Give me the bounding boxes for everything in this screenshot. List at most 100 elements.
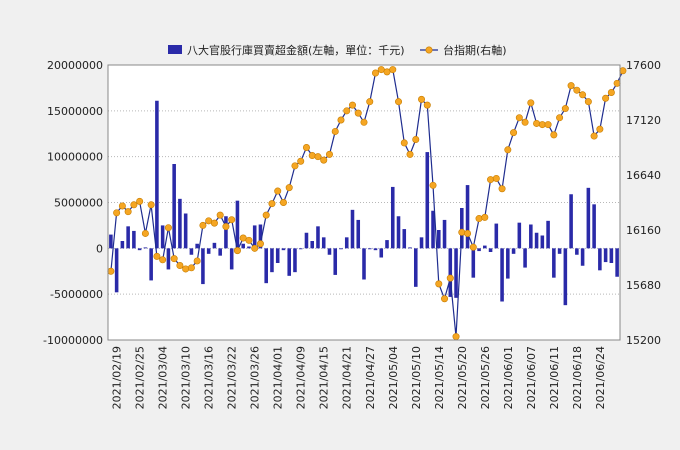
bar	[615, 248, 619, 277]
x-tick-label: 2021/04/09	[295, 346, 308, 409]
bar	[344, 237, 349, 249]
bar	[523, 248, 527, 268]
index-point	[187, 264, 195, 272]
bar	[437, 230, 441, 249]
legend-line-marker	[425, 46, 433, 54]
right-tick-label: 15680	[626, 279, 661, 292]
index-point	[297, 157, 305, 165]
index-point	[251, 244, 259, 252]
bar	[454, 248, 458, 298]
index-point	[521, 118, 529, 126]
left-tick-label: 5000000	[54, 197, 103, 210]
bar	[218, 248, 222, 256]
x-tick-label: 2021/02/25	[134, 346, 147, 409]
index-point	[354, 109, 362, 117]
x-tick-label: 2021/06/11	[548, 346, 561, 409]
bar	[488, 248, 493, 252]
bar	[379, 248, 384, 258]
bar	[569, 194, 573, 249]
index-point	[164, 224, 172, 232]
index-point	[487, 176, 495, 184]
bar	[356, 219, 361, 249]
index-point	[584, 98, 592, 106]
index-point	[446, 274, 454, 282]
bar	[143, 247, 148, 249]
bar	[172, 164, 176, 249]
legend: 八大官股行庫買賣超金額(左軸，單位：千元) 台指期(右軸)	[168, 43, 507, 57]
bar	[477, 248, 481, 252]
index-point	[331, 127, 339, 135]
index-point	[492, 174, 500, 182]
index-point	[590, 132, 598, 140]
left-tick-label: 10000000	[47, 151, 103, 164]
legend-line-label: 台指期(右軸)	[443, 43, 507, 57]
bar	[511, 248, 516, 254]
bar	[339, 248, 343, 250]
bar	[431, 210, 435, 249]
bar	[206, 248, 211, 254]
right-tick-label: 16160	[626, 224, 661, 237]
bar	[281, 248, 286, 251]
bar	[155, 100, 159, 249]
x-tick-label: 2021/03/10	[180, 346, 193, 409]
bar	[603, 248, 608, 263]
bar	[517, 222, 522, 249]
index-point	[538, 121, 546, 129]
x-tick-label: 2021/05/20	[456, 346, 469, 409]
index-point	[337, 116, 345, 124]
bar	[120, 241, 125, 249]
index-point	[423, 101, 431, 109]
index-point	[550, 131, 558, 139]
bar	[592, 204, 596, 249]
bar	[506, 248, 510, 279]
bar	[183, 213, 188, 249]
bar	[310, 241, 315, 249]
index-point	[377, 66, 385, 74]
x-tick-label: 2021/03/22	[226, 346, 239, 409]
index-point	[210, 219, 218, 227]
bar	[201, 248, 205, 285]
x-tick-label: 2021/05/10	[410, 346, 423, 409]
index-point	[596, 125, 604, 133]
bar	[247, 246, 251, 249]
index-point	[159, 256, 167, 264]
index-point	[406, 150, 414, 158]
index-point	[228, 216, 236, 224]
bar	[373, 248, 378, 251]
bar	[350, 209, 355, 249]
left-tick-label: -10000000	[43, 334, 103, 347]
index-point	[176, 262, 184, 270]
index-point	[256, 240, 264, 248]
index-point	[325, 150, 333, 158]
bar	[212, 242, 217, 249]
index-point	[498, 185, 506, 193]
bar	[367, 248, 372, 250]
index-point	[130, 201, 138, 209]
index-point	[458, 228, 466, 236]
bar	[494, 223, 499, 249]
index-point	[222, 223, 230, 231]
bar	[465, 185, 470, 249]
index-point	[441, 295, 449, 303]
index-point	[579, 91, 587, 99]
left-tick-label: 0	[96, 242, 103, 255]
bar	[252, 225, 257, 249]
bar	[321, 237, 326, 249]
bar	[540, 235, 545, 249]
x-tick-label: 2021/05/26	[479, 346, 492, 409]
x-tick-label: 2021/04/15	[318, 346, 331, 409]
index-point	[343, 107, 351, 115]
bar	[448, 248, 453, 297]
bar	[580, 248, 585, 266]
index-point	[533, 119, 541, 127]
index-point	[153, 252, 161, 260]
bar	[483, 245, 487, 249]
index-point	[113, 209, 121, 217]
x-tick-label: 2021/04/01	[272, 346, 285, 409]
bar	[408, 247, 412, 249]
bar	[385, 240, 389, 249]
index-point	[544, 121, 552, 129]
bar	[546, 220, 550, 249]
x-tick-label: 2021/06/07	[525, 346, 538, 409]
